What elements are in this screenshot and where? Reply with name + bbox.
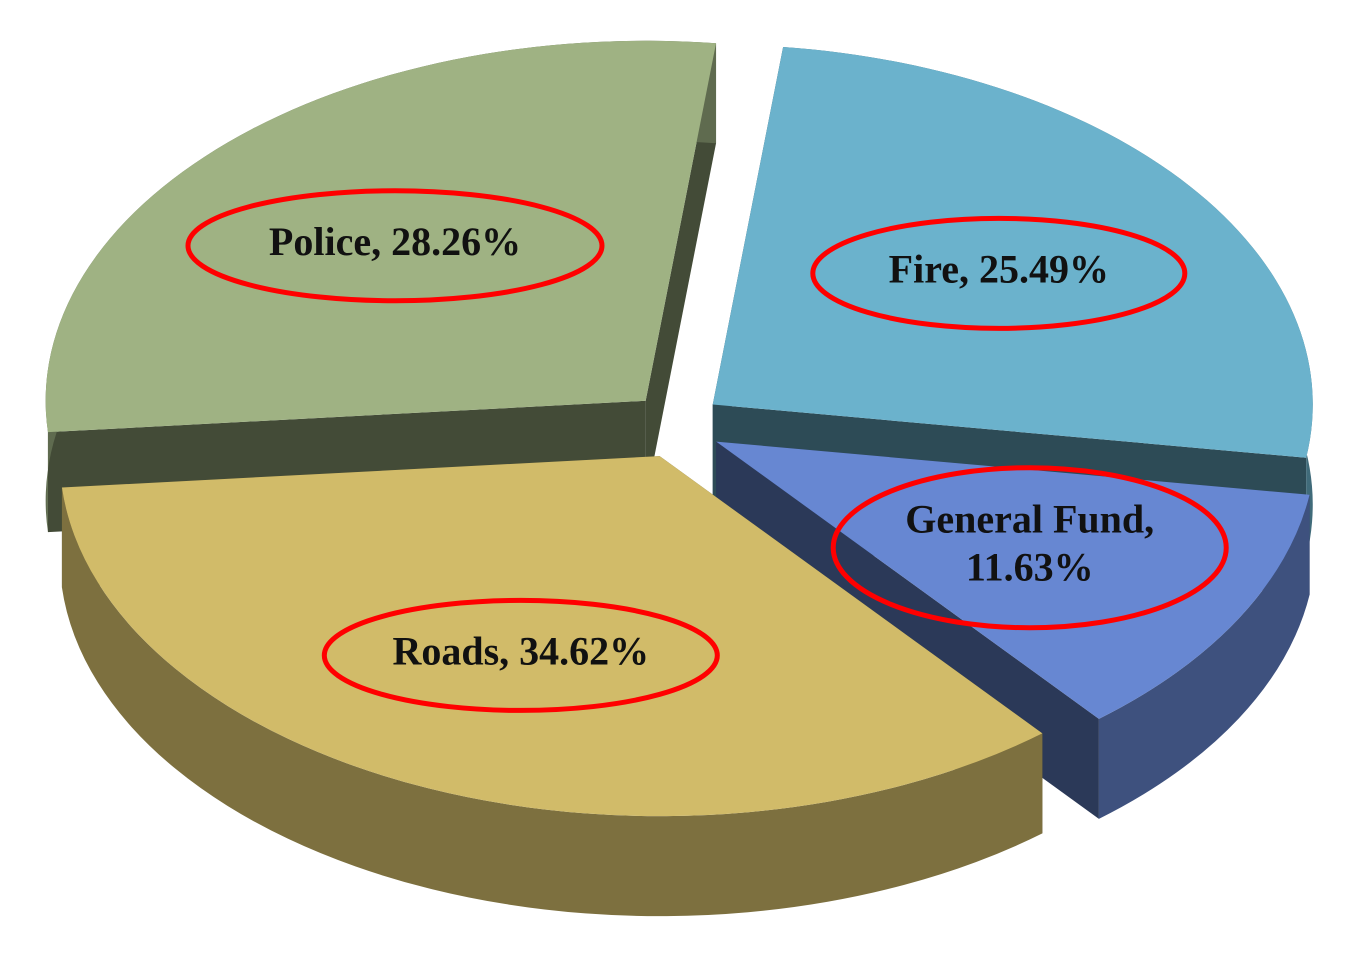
- pie-tops: [45, 40, 1313, 817]
- slice-wall: [1098, 494, 1310, 819]
- slice-side: [645, 43, 717, 501]
- data-label: General Fund, 11.63%: [905, 497, 1154, 590]
- label-highlight: [185, 188, 605, 304]
- data-label-line: General Fund,: [905, 497, 1154, 542]
- slice-wall: [61, 487, 1043, 917]
- pie-slice: [712, 46, 1313, 458]
- label-highlight: [321, 597, 720, 713]
- data-label: Police, 28.26%: [269, 219, 521, 264]
- data-label-line: 11.63%: [966, 545, 1094, 590]
- data-label: Roads, 34.62%: [392, 629, 649, 674]
- pie-slice: [61, 456, 1043, 817]
- pie-slice: [45, 40, 717, 433]
- data-label: Fire, 25.49%: [889, 247, 1109, 292]
- pie-slice: [716, 441, 1310, 719]
- label-highlight: [830, 465, 1229, 631]
- label-highlight: [810, 215, 1188, 331]
- data-labels: Police, 28.26% Fire, 25.49% General Fund, 1…: [185, 188, 1229, 713]
